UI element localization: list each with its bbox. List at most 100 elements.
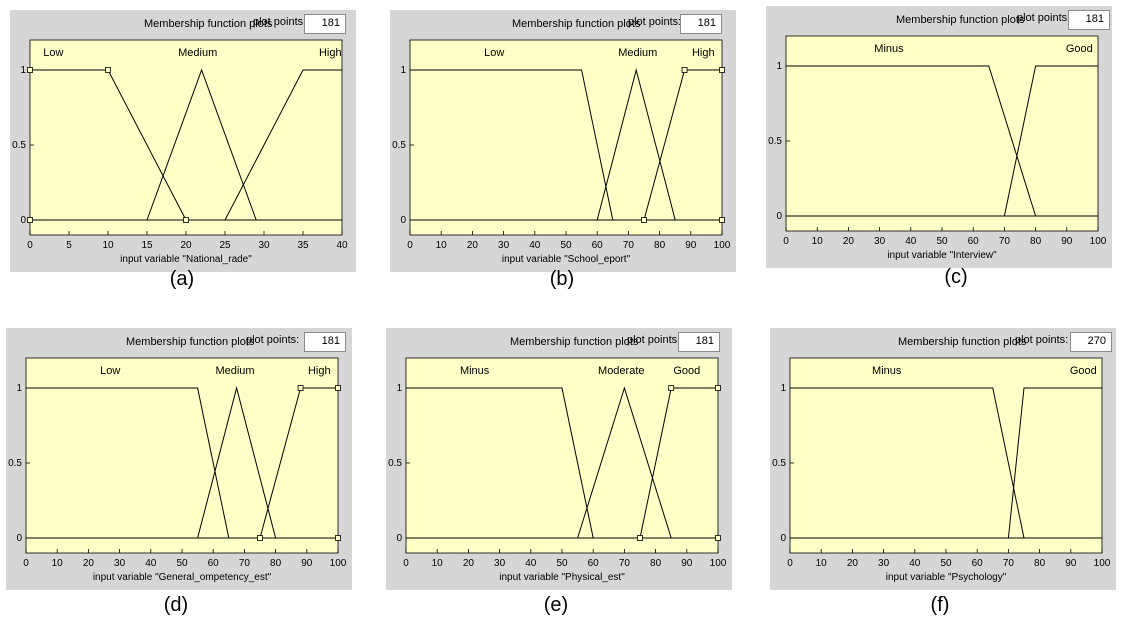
plot-points-label: plot points: bbox=[253, 16, 307, 28]
x-tick-label: 10 bbox=[102, 240, 114, 251]
plot-points-label: plot points: bbox=[627, 334, 681, 346]
plot-points-input[interactable]: 181 bbox=[678, 332, 720, 352]
membership-series bbox=[146, 68, 257, 221]
panel-title: Membership function plots bbox=[512, 18, 641, 30]
chart-panel-e: Membership function plots plot points: 1… bbox=[386, 328, 732, 590]
vertex-marker bbox=[27, 67, 33, 73]
x-tick-label: 20 bbox=[83, 558, 95, 569]
x-tick-label: 90 bbox=[681, 558, 693, 569]
series-label: High bbox=[692, 47, 715, 59]
vertex-marker bbox=[715, 385, 721, 391]
plot-points-input[interactable]: 181 bbox=[304, 332, 346, 352]
figure-caption: (b) bbox=[549, 268, 575, 290]
x-tick-label: 70 bbox=[619, 558, 631, 569]
series-label: Good bbox=[1066, 43, 1093, 55]
x-tick-label: 40 bbox=[905, 236, 917, 247]
x-tick-label: 50 bbox=[560, 240, 572, 251]
x-tick-label: 10 bbox=[432, 558, 444, 569]
y-tick-label: 1 bbox=[16, 383, 22, 394]
vertex-marker bbox=[257, 535, 263, 541]
membership-series bbox=[786, 65, 1037, 217]
y-tick-label: 0.5 bbox=[392, 140, 406, 151]
x-tick-label: 0 bbox=[407, 240, 413, 251]
x-tick-label: 10 bbox=[816, 558, 828, 569]
x-tick-label: 40 bbox=[525, 558, 537, 569]
y-tick-label: 0.5 bbox=[388, 458, 402, 469]
membership-series bbox=[197, 386, 277, 539]
series-label: Low bbox=[100, 365, 120, 377]
x-tick-label: 30 bbox=[114, 558, 126, 569]
panel-title: Membership function plots bbox=[144, 18, 273, 30]
membership-series bbox=[1003, 65, 1098, 217]
series-label: High bbox=[319, 47, 342, 59]
x-tick-label: 90 bbox=[301, 558, 313, 569]
x-tick-label: 20 bbox=[180, 240, 192, 251]
x-tick-label: 100 bbox=[330, 558, 347, 569]
vertex-marker bbox=[715, 535, 721, 541]
x-tick-label: 70 bbox=[623, 240, 635, 251]
y-tick-label: 0 bbox=[400, 215, 406, 226]
plot-points-input[interactable]: 181 bbox=[304, 14, 346, 34]
x-tick-label: 50 bbox=[940, 558, 952, 569]
plot-area bbox=[25, 357, 339, 554]
plot-area bbox=[409, 39, 723, 236]
membership-series bbox=[406, 387, 594, 539]
plot-area bbox=[789, 357, 1103, 554]
x-tick-label: 100 bbox=[710, 558, 727, 569]
x-tick-label: 80 bbox=[1034, 558, 1046, 569]
x-tick-label: 10 bbox=[436, 240, 448, 251]
x-tick-label: 90 bbox=[1061, 236, 1073, 247]
x-axis-label: input variable "Physical_est" bbox=[499, 572, 625, 583]
chart-panel-a: Membership function plots plot points: 1… bbox=[10, 10, 356, 272]
x-tick-label: 40 bbox=[145, 558, 157, 569]
y-tick-label: 0 bbox=[780, 533, 786, 544]
panel-title: Membership function plots bbox=[896, 14, 1025, 26]
x-tick-label: 0 bbox=[23, 558, 29, 569]
x-tick-label: 0 bbox=[27, 240, 33, 251]
plot-points-label: plot points: bbox=[1017, 12, 1071, 24]
figure-caption: (e) bbox=[543, 594, 569, 616]
x-tick-label: 5 bbox=[66, 240, 72, 251]
x-axis-label: input variable "School_eport" bbox=[502, 254, 631, 265]
panel-title: Membership function plots bbox=[898, 336, 1027, 348]
series-label: Good bbox=[673, 365, 700, 377]
chart-panel-c: Membership function plots plot points: 1… bbox=[766, 6, 1112, 268]
x-tick-label: 60 bbox=[968, 236, 980, 247]
series-label: Minus bbox=[872, 365, 902, 377]
series-label: Medium bbox=[215, 365, 254, 377]
plot-points-input[interactable]: 181 bbox=[680, 14, 722, 34]
x-tick-label: 10 bbox=[812, 236, 824, 247]
plot-points-input[interactable]: 270 bbox=[1070, 332, 1112, 352]
plot-points-label: plot points: bbox=[1015, 334, 1069, 346]
x-axis-label: input variable "National_rade" bbox=[120, 254, 252, 265]
plot-points-input[interactable]: 181 bbox=[1068, 10, 1110, 30]
y-tick-label: 0.5 bbox=[8, 458, 22, 469]
membership-plot: 0 10 20 30 40 50 60 70 80 90 100 0 0.5 1 input variabl… bbox=[768, 35, 1107, 261]
series-label: Low bbox=[43, 47, 63, 59]
x-tick-label: 50 bbox=[176, 558, 188, 569]
x-tick-label: 90 bbox=[1065, 558, 1077, 569]
vertex-marker bbox=[105, 67, 111, 73]
panel-title: Membership function plots bbox=[126, 336, 255, 348]
vertex-marker bbox=[681, 67, 688, 73]
chart-panel-f: Membership function plots plot points: 2… bbox=[770, 328, 1116, 590]
x-tick-label: 60 bbox=[208, 558, 220, 569]
x-tick-label: 100 bbox=[1094, 558, 1111, 569]
vertex-marker bbox=[183, 217, 189, 223]
x-tick-label: 90 bbox=[685, 240, 697, 251]
series-label: Minus bbox=[460, 365, 490, 377]
x-tick-label: 80 bbox=[1030, 236, 1042, 247]
chart-panel-d: Membership function plots plot points: 1… bbox=[6, 328, 352, 590]
figure-caption: (f) bbox=[930, 594, 950, 616]
vertex-marker bbox=[297, 385, 304, 391]
x-tick-label: 30 bbox=[258, 240, 270, 251]
x-tick-label: 100 bbox=[1090, 236, 1107, 247]
y-tick-label: 1 bbox=[780, 383, 786, 394]
x-tick-label: 80 bbox=[654, 240, 666, 251]
x-tick-label: 60 bbox=[972, 558, 984, 569]
y-tick-label: 0.5 bbox=[12, 140, 26, 151]
x-tick-label: 20 bbox=[467, 240, 479, 251]
x-axis-label: input variable "Interview" bbox=[887, 250, 997, 261]
y-tick-label: 0 bbox=[776, 211, 782, 222]
y-tick-label: 0.5 bbox=[772, 458, 786, 469]
